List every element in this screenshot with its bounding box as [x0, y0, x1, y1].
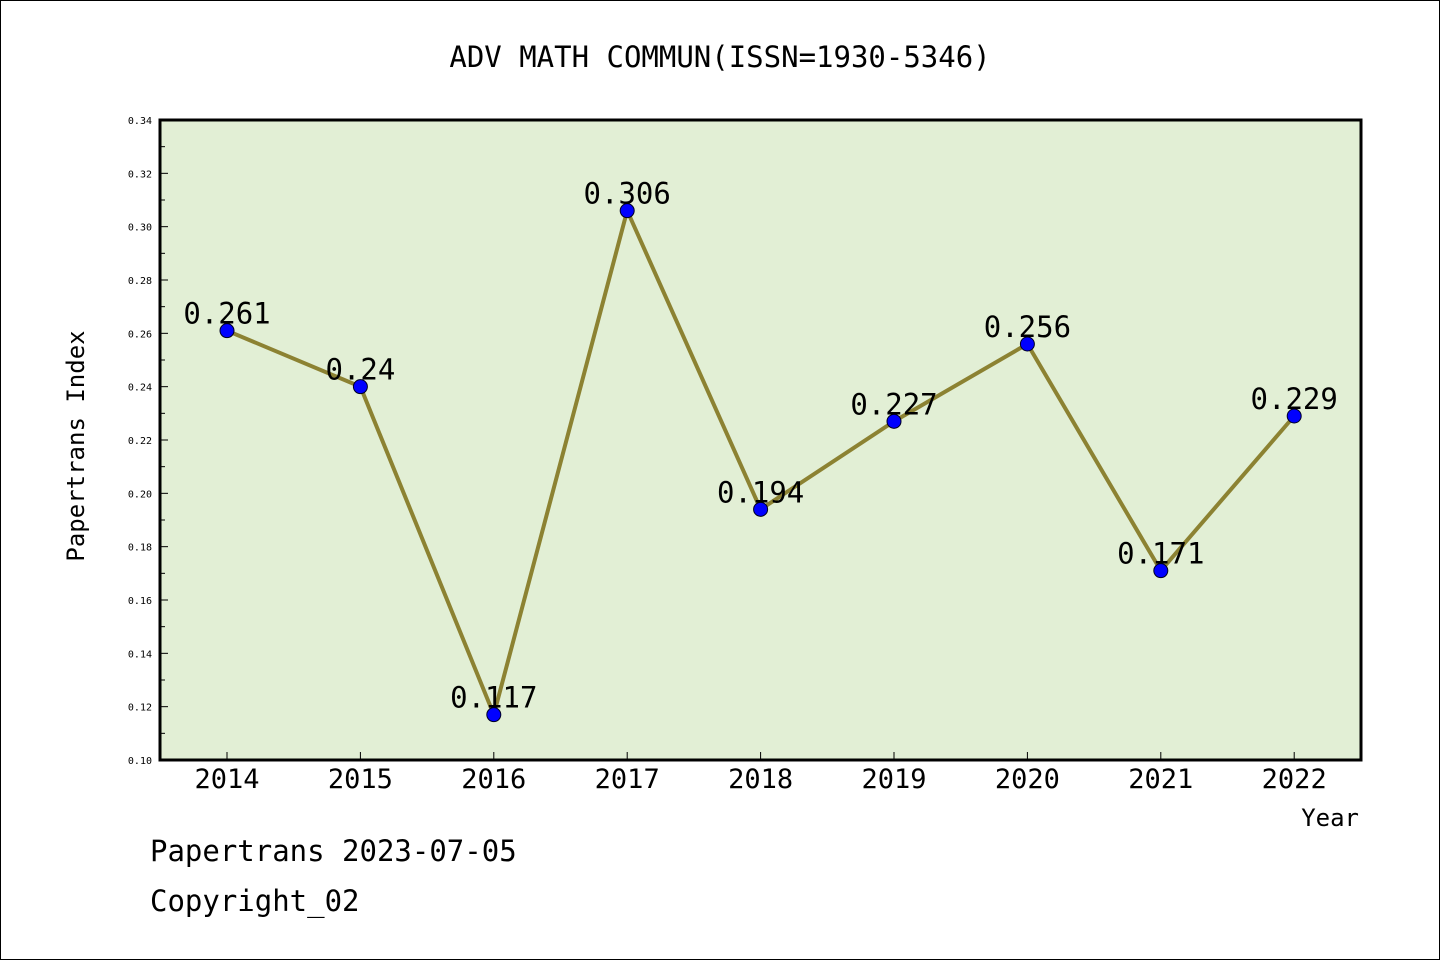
x-tick-label: 2020 — [995, 764, 1060, 795]
data-point — [1153, 563, 1169, 579]
data-label: 0.171 — [1117, 537, 1204, 571]
footer-date-line: Papertrans 2023-07-05 — [150, 834, 517, 868]
footer-copyright: Copyright_02 — [150, 884, 360, 918]
x-tick-label: 2022 — [1262, 764, 1327, 795]
y-tick-label: 0.10 — [128, 756, 152, 767]
data-labels: 0.261 0.24 0.117 0.306 0.194 0.227 0.256 0.171 0… — [183, 177, 1338, 715]
data-point — [1019, 336, 1035, 352]
data-point — [886, 413, 902, 429]
y-tick-label: 0.30 — [128, 223, 152, 234]
data-label: 0.194 — [717, 475, 804, 509]
data-label: 0.24 — [325, 353, 395, 387]
data-point — [1286, 408, 1302, 424]
x-tick-label: 2016 — [461, 764, 526, 795]
series-markers — [219, 203, 1302, 723]
y-tick-label: 0.12 — [128, 703, 152, 714]
y-tick-label: 0.26 — [128, 329, 152, 340]
plot-border — [158, 118, 1363, 762]
data-label: 0.261 — [183, 297, 270, 331]
x-axis-tick-labels: 2014 2015 2016 2017 2018 2019 2020 2021 2022 — [194, 764, 1326, 795]
y-axis-title: Papertrans Index — [62, 330, 90, 561]
y-tick-label: 0.28 — [128, 276, 152, 287]
plot-area — [160, 120, 1361, 760]
data-label: 0.227 — [850, 387, 937, 421]
y-tick-label: 0.24 — [128, 383, 152, 394]
x-tick-label: 2014 — [194, 764, 259, 795]
x-tick-label: 2021 — [1128, 764, 1193, 795]
y-tick-label: 0.20 — [128, 489, 152, 500]
y-tick-label: 0.18 — [128, 543, 152, 554]
data-point — [486, 707, 502, 723]
y-axis-tick-labels: 0.10 0.12 0.14 0.16 0.18 0.20 0.22 0.24 0.26 0.28… — [128, 116, 152, 767]
data-point — [753, 501, 769, 517]
data-point — [619, 203, 635, 219]
y-tick-label: 0.16 — [128, 596, 152, 607]
x-tick-label: 2015 — [328, 764, 393, 795]
y-tick-label: 0.14 — [128, 649, 152, 660]
x-tick-label: 2019 — [861, 764, 926, 795]
data-label: 0.229 — [1251, 382, 1338, 416]
data-label: 0.117 — [450, 681, 537, 715]
x-tick-label: 2018 — [728, 764, 793, 795]
chart-title: ADV MATH COMMUN(ISSN=1930-5346) — [449, 40, 990, 74]
y-tick-label: 0.22 — [128, 436, 152, 447]
y-tick-label: 0.34 — [128, 116, 152, 127]
x-tick-label: 2017 — [595, 764, 660, 795]
data-point — [219, 323, 235, 339]
data-label: 0.256 — [984, 310, 1071, 344]
x-axis-title: Year — [1301, 804, 1359, 832]
data-point — [352, 379, 368, 395]
y-tick-label: 0.32 — [128, 169, 152, 180]
data-label: 0.306 — [584, 177, 671, 211]
